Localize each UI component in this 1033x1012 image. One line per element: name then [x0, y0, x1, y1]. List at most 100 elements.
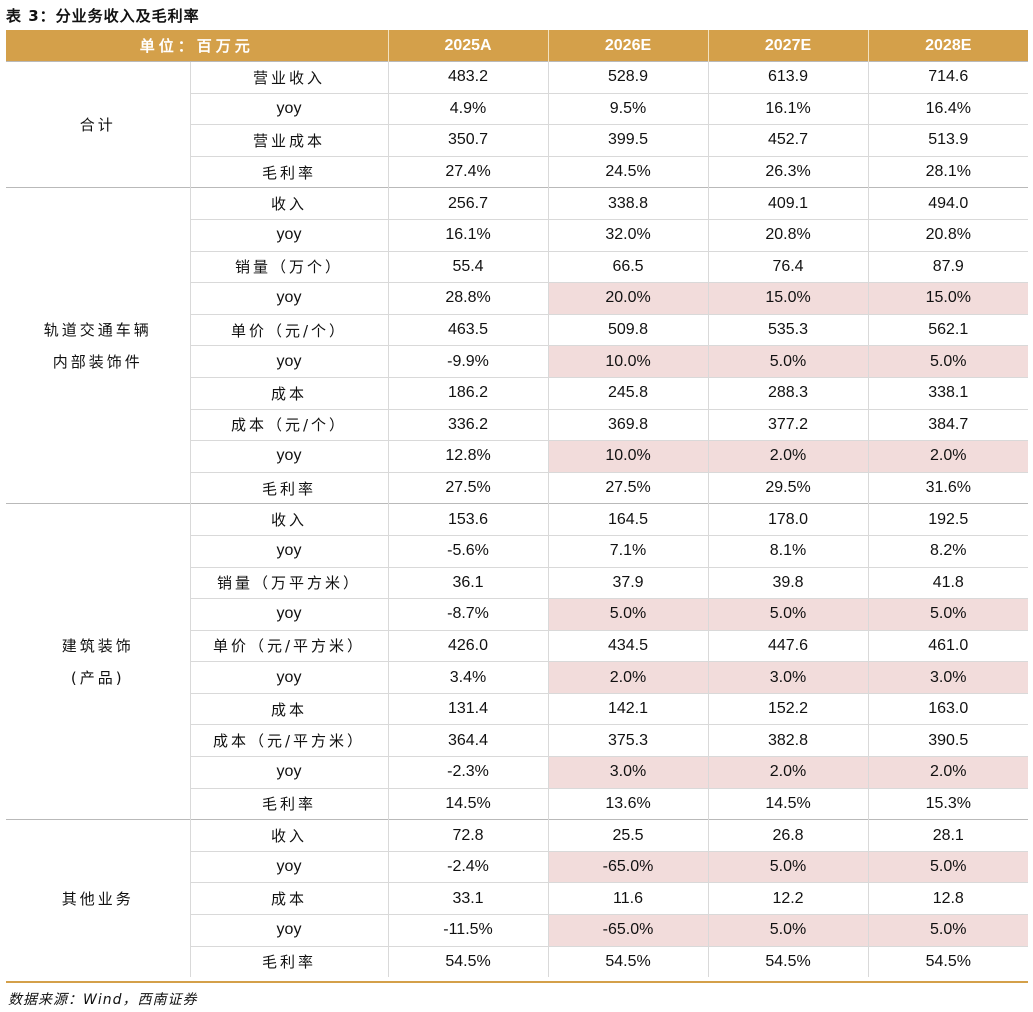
metric-label: yoy [189, 92, 389, 125]
value-cell: 5.0% [707, 598, 869, 631]
value-cell: 14.5% [707, 787, 869, 820]
segment-name: 建筑装饰 (产品) [6, 503, 190, 820]
value-cell: 3.0% [707, 661, 869, 694]
bottom-rule [6, 981, 1028, 983]
table-row: yoy 4.9% 9.5% 16.1% 16.4% [6, 92, 1029, 125]
table-row: 单价（元/平方米） 426.0 434.5 447.6 461.0 [6, 629, 1029, 662]
segment-name: 轨道交通车辆 内部装饰件 [6, 187, 190, 504]
table-row: 营业成本 350.7 399.5 452.7 513.9 [6, 124, 1029, 157]
metric-label: yoy [189, 218, 389, 252]
value-cell: 434.5 [547, 629, 709, 662]
value-cell: 9.5% [547, 92, 709, 125]
value-cell: 245.8 [547, 376, 709, 410]
table-row: 销量（万平方米） 36.1 37.9 39.8 41.8 [6, 566, 1029, 599]
value-cell: 20.0% [547, 282, 709, 315]
value-cell: 447.6 [707, 629, 869, 662]
value-cell: 178.0 [707, 503, 869, 536]
value-cell: 4.9% [387, 92, 549, 125]
value-cell: 2.0% [867, 756, 1029, 789]
segment-name: 合计 [6, 60, 190, 188]
value-cell: 27.4% [387, 155, 549, 188]
value-cell: 152.2 [707, 692, 869, 725]
source-note: 数据来源：Wind，西南证券 [8, 992, 198, 1008]
metric-label: yoy [189, 850, 389, 883]
value-cell: 10.0% [547, 440, 709, 473]
value-cell: 142.1 [547, 692, 709, 725]
value-cell: -2.3% [387, 756, 549, 789]
table-row: yoy -8.7% 5.0% 5.0% 5.0% [6, 598, 1029, 631]
value-cell: 364.4 [387, 724, 549, 757]
value-cell: 409.1 [707, 187, 869, 220]
table-row: 成本 131.4 142.1 152.2 163.0 [6, 692, 1029, 725]
value-cell: 399.5 [547, 124, 709, 157]
value-cell: -65.0% [547, 850, 709, 883]
value-cell: 29.5% [707, 471, 869, 504]
value-cell: 5.0% [867, 914, 1029, 947]
value-cell: 26.3% [707, 155, 869, 188]
value-cell: 535.3 [707, 313, 869, 346]
segment-name: 其他业务 [6, 819, 190, 978]
value-cell: 55.4 [387, 250, 549, 283]
value-cell: 39.8 [707, 566, 869, 599]
metric-label: 成本 [189, 376, 389, 410]
metric-label: 单价（元/平方米） [189, 629, 389, 662]
value-cell: 7.1% [547, 534, 709, 567]
table-row: 其他业务 收入 72.8 25.5 26.8 28.1 [6, 819, 1029, 978]
table-row: 成本 186.2 245.8 288.3 338.1 [6, 376, 1029, 410]
value-cell: 28.1% [867, 155, 1029, 188]
metric-label: 毛利率 [189, 787, 389, 820]
metric-label: yoy [189, 282, 389, 315]
value-cell: 16.4% [867, 92, 1029, 125]
year-header: 2028E [867, 30, 1029, 62]
table-row: yoy -11.5% -65.0% 5.0% 5.0% [6, 914, 1029, 947]
metric-label: 毛利率 [189, 155, 389, 188]
table-header: 单位：百万元 2025A 2026E 2027E 2028E [6, 30, 1029, 62]
value-cell: 11.6 [547, 882, 709, 915]
value-cell: 12.8% [387, 440, 549, 473]
value-cell: 20.8% [707, 218, 869, 252]
metric-label: 销量（万平方米） [189, 566, 389, 599]
metric-label: 收入 [189, 503, 389, 536]
segment-name-line: 建筑装饰 [61, 636, 134, 655]
value-cell: 54.5% [867, 945, 1029, 978]
value-cell: 26.8 [707, 819, 869, 852]
value-cell: 66.5 [547, 250, 709, 283]
value-cell: 463.5 [387, 313, 549, 346]
metric-label: 成本 [189, 882, 389, 915]
table-row: yoy 3.4% 2.0% 3.0% 3.0% [6, 661, 1029, 694]
value-cell: 33.1 [387, 882, 549, 915]
value-cell: 15.3% [867, 787, 1029, 820]
table-row: 毛利率 14.5% 13.6% 14.5% 15.3% [6, 787, 1029, 820]
value-cell: 613.9 [707, 61, 869, 94]
value-cell: 186.2 [387, 376, 549, 410]
value-cell: 5.0% [867, 345, 1029, 378]
value-cell: 15.0% [867, 282, 1029, 315]
value-cell: 5.0% [867, 598, 1029, 631]
value-cell: 8.2% [867, 534, 1029, 567]
year-header: 2027E [707, 30, 869, 62]
value-cell: 192.5 [867, 503, 1029, 536]
value-cell: 163.0 [867, 692, 1029, 725]
value-cell: 562.1 [867, 313, 1029, 346]
value-cell: -65.0% [547, 914, 709, 947]
segment-name-line: (产品) [70, 668, 125, 687]
value-cell: 461.0 [867, 629, 1029, 662]
value-cell: 528.9 [547, 61, 709, 94]
value-cell: 12.2 [707, 882, 869, 915]
value-cell: 27.5% [387, 471, 549, 504]
value-cell: -8.7% [387, 598, 549, 631]
table-row: 成本 33.1 11.6 12.2 12.8 [6, 882, 1029, 915]
metric-label: 成本 [189, 692, 389, 725]
metric-label: yoy [189, 440, 389, 473]
value-cell: 2.0% [707, 756, 869, 789]
table-body: 合计 营业收入 483.2 528.9 613.9 714.6 yoy 4.9% 9.5% 16.… [6, 60, 1029, 978]
metric-label: 收入 [189, 819, 389, 852]
value-cell: 37.9 [547, 566, 709, 599]
value-cell: 32.0% [547, 218, 709, 252]
table-row: yoy -2.3% 3.0% 2.0% 2.0% [6, 756, 1029, 789]
table-row: 毛利率 27.4% 24.5% 26.3% 28.1% [6, 155, 1029, 188]
value-cell: 382.8 [707, 724, 869, 757]
value-cell: 452.7 [707, 124, 869, 157]
value-cell: 153.6 [387, 503, 549, 536]
table-row: 合计 营业收入 483.2 528.9 613.9 714.6 [6, 60, 1029, 188]
